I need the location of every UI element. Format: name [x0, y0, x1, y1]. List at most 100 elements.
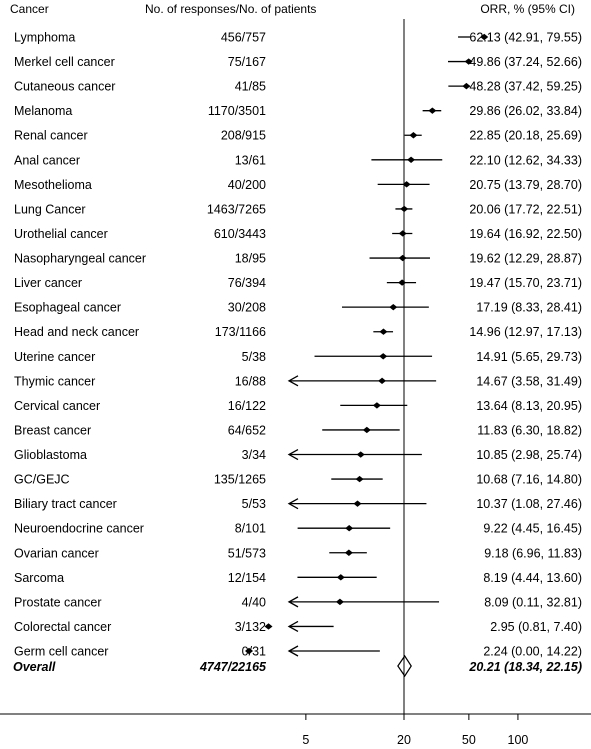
row-orr: 20.06 (17.72, 22.51)	[469, 202, 582, 216]
row-orr: 14.91 (5.65, 29.73)	[476, 350, 582, 364]
row-cancer-name: Urothelial cancer	[14, 227, 108, 241]
row-responses: 41/85	[235, 80, 266, 94]
row-cancer-name: Anal cancer	[14, 153, 80, 167]
row-cancer-name: Prostate cancer	[14, 595, 102, 609]
point-estimate	[356, 451, 365, 458]
ci-arrow	[287, 645, 299, 657]
point-estimate	[428, 107, 437, 114]
row-responses: 1170/3501	[208, 104, 266, 118]
row-orr: 20.75 (13.79, 28.70)	[469, 178, 582, 192]
point-estimate	[372, 402, 381, 409]
row-cancer-name: Colorectal cancer	[14, 620, 111, 634]
row-cancer-name: Renal cancer	[14, 129, 88, 143]
row-orr: 62.13 (42.91, 79.55)	[469, 31, 582, 45]
point-estimate	[264, 623, 273, 630]
point-estimate	[398, 279, 407, 286]
study-row: Lymphoma 456/757 62.13 (42.91, 79.55)	[14, 31, 582, 45]
ci-arrow	[287, 375, 299, 387]
row-orr: 8.09 (0.11, 32.81)	[484, 595, 582, 609]
row-cancer-name: Breast cancer	[14, 423, 91, 437]
point-estimate	[402, 181, 411, 188]
row-cancer-name: Cervical cancer	[14, 399, 100, 413]
row-orr: 49.86 (37.24, 52.66)	[469, 55, 582, 69]
overall-orr: 20.21 (18.34, 22.15)	[468, 660, 582, 674]
point-estimate	[344, 549, 353, 556]
overall-name: Overall	[13, 660, 56, 674]
row-responses: 40/200	[228, 178, 266, 192]
row-orr: 9.18 (6.96, 11.83)	[484, 546, 582, 560]
row-cancer-name: GC/GEJC	[14, 473, 70, 487]
row-cancer-name: Sarcoma	[14, 571, 64, 585]
row-cancer-name: Cutaneous cancer	[14, 80, 115, 94]
row-orr: 19.47 (15.70, 23.71)	[469, 276, 582, 290]
row-responses: 173/1166	[215, 325, 266, 339]
header-responses: No. of responses/No. of patients	[145, 2, 316, 16]
study-row: Glioblastoma 3/34 10.85 (2.98, 25.74)	[14, 448, 582, 462]
point-estimate	[409, 132, 418, 139]
row-responses: 5/53	[242, 497, 266, 511]
point-estimate	[389, 303, 398, 311]
x-tick-label: 5	[302, 733, 309, 747]
row-responses: 30/208	[228, 301, 266, 315]
row-cancer-name: Melanoma	[14, 104, 72, 118]
study-row: Cutaneous cancer 41/85 48.28 (37.42, 59.25…	[14, 80, 582, 94]
study-row: GC/GEJC 135/1265 10.68 (7.16, 14.80)	[14, 473, 582, 487]
study-row: Urothelial cancer 610/3443 19.64 (16.92, 2…	[14, 227, 582, 241]
study-row: Germ cell cancer 0/31 2.24 (0.00, 14.22)	[14, 645, 582, 659]
row-responses: 610/3443	[214, 227, 266, 241]
row-orr: 2.95 (0.81, 7.40)	[490, 620, 582, 634]
row-cancer-name: Merkel cell cancer	[14, 55, 115, 69]
study-row: Mesothelioma 40/200 20.75 (13.79, 28.70)	[14, 178, 582, 192]
row-orr: 17.19 (8.33, 28.41)	[476, 301, 582, 315]
row-responses: 51/573	[228, 546, 266, 560]
row-responses: 135/1265	[214, 473, 266, 487]
study-row: Esophageal cancer 30/208 17.19 (8.33, 28.4…	[14, 301, 582, 315]
row-responses: 0/31	[242, 645, 266, 659]
column-headers: Cancer No. of responses/No. of patients …	[10, 2, 575, 16]
point-estimate	[378, 377, 387, 385]
row-responses: 76/394	[228, 276, 266, 290]
row-cancer-name: Liver cancer	[14, 276, 82, 290]
study-row: Prostate cancer 4/40 8.09 (0.11, 32.81)	[14, 595, 582, 609]
row-orr: 10.85 (2.98, 25.74)	[476, 448, 582, 462]
point-estimate	[480, 33, 489, 41]
study-row: Biliary tract cancer 5/53 10.37 (1.08, 27.…	[14, 497, 582, 511]
row-orr: 13.64 (8.13, 20.95)	[476, 399, 582, 413]
row-responses: 8/101	[235, 522, 266, 536]
row-cancer-name: Esophageal cancer	[14, 301, 121, 315]
study-row: Merkel cell cancer 75/167 49.86 (37.24, 52…	[14, 55, 582, 69]
row-responses: 12/154	[228, 571, 266, 585]
study-row: Neuroendocrine cancer 8/101 9.22 (4.45, 16…	[14, 522, 582, 536]
row-orr: 22.85 (20.18, 25.69)	[469, 129, 582, 143]
ci-arrow	[287, 596, 299, 608]
row-cancer-name: Glioblastoma	[14, 448, 87, 462]
study-row: Thymic cancer 16/88 14.67 (3.58, 31.49)	[14, 374, 582, 388]
point-estimate	[362, 426, 371, 434]
study-rows: Lymphoma 456/757 62.13 (42.91, 79.55) Merke…	[14, 31, 582, 659]
row-orr: 10.37 (1.08, 27.46)	[476, 497, 582, 511]
study-row: Anal cancer 13/61 22.10 (12.62, 34.33)	[14, 153, 582, 167]
row-responses: 3/132	[235, 620, 266, 634]
study-row: Melanoma 1170/3501 29.86 (26.02, 33.84)	[14, 104, 582, 118]
study-row: Colorectal cancer 3/132 2.95 (0.81, 7.40)	[14, 620, 582, 634]
overall-responses: 4747/22165	[199, 660, 267, 674]
study-row: Cervical cancer 16/122 13.64 (8.13, 20.95)	[14, 399, 582, 413]
row-orr: 2.24 (0.00, 14.22)	[483, 645, 582, 659]
point-estimate	[353, 500, 362, 507]
point-estimate	[398, 254, 407, 262]
ci-arrow	[287, 620, 299, 633]
row-orr: 48.28 (37.42, 59.25)	[469, 80, 582, 94]
row-responses: 456/757	[221, 31, 266, 45]
ci-arrow	[287, 448, 299, 461]
row-cancer-name: Biliary tract cancer	[14, 497, 117, 511]
study-row: Renal cancer 208/915 22.85 (20.18, 25.69)	[14, 129, 582, 143]
point-estimate	[464, 58, 473, 65]
row-orr: 19.64 (16.92, 22.50)	[469, 227, 582, 241]
row-orr: 9.22 (4.45, 16.45)	[483, 522, 582, 536]
point-estimate	[398, 230, 407, 237]
x-axis: 5 20 50 100	[0, 19, 591, 747]
row-responses: 75/167	[228, 55, 266, 69]
point-estimate	[355, 475, 364, 483]
row-responses: 208/915	[221, 129, 266, 143]
